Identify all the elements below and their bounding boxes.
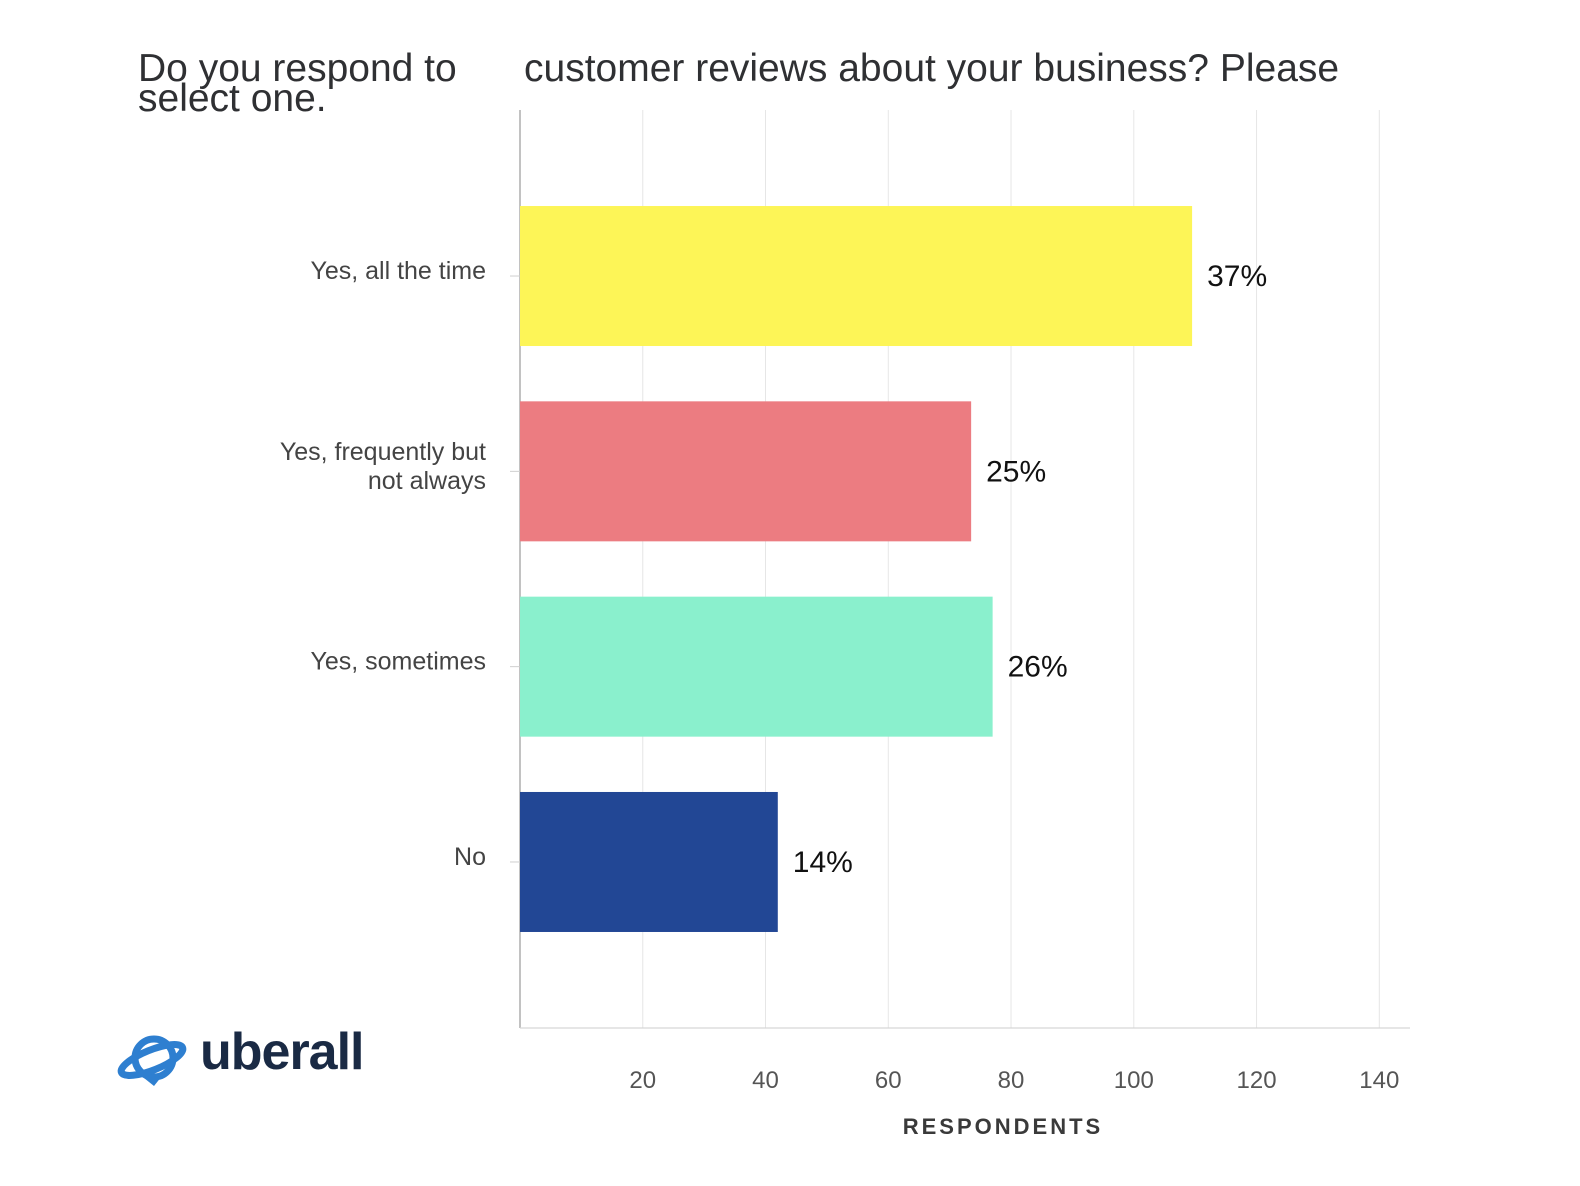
bar-0 (520, 206, 1193, 347)
bar-2 (520, 596, 993, 737)
x-tick-label-20: 20 (629, 1067, 656, 1094)
x-tick-label-40: 40 (752, 1067, 779, 1094)
category-label-3: No (454, 843, 486, 871)
data-label-0: 37% (1207, 260, 1267, 293)
x-axis-title: RESPONDENTS (903, 1114, 1103, 1139)
data-label-1: 25% (986, 455, 1046, 488)
planet-icon (117, 1035, 187, 1086)
chart-title-part-2: customer reviews about your business? Pl… (524, 47, 1340, 90)
category-label-0: Yes, all the time (310, 257, 486, 285)
x-tick-label-140: 140 (1359, 1067, 1399, 1094)
chart-title-part-3: select one. (138, 77, 327, 120)
data-label-3: 14% (793, 846, 853, 879)
logo-text: uberall (200, 1023, 364, 1081)
chart-title-part-1: Do you respond to (138, 47, 457, 90)
uberall-logo: uberall (116, 1023, 386, 1090)
category-label-1: Yes, frequently but not always (280, 438, 486, 495)
x-tick-label-80: 80 (998, 1067, 1025, 1094)
x-tick-label-120: 120 (1237, 1067, 1277, 1094)
category-label-line: Yes, frequently but (280, 438, 486, 466)
x-tick-label-100: 100 (1114, 1067, 1154, 1094)
bar-1 (520, 401, 972, 542)
category-label-line: not always (368, 467, 486, 495)
x-tick-label-60: 60 (875, 1067, 902, 1094)
bar-3 (520, 791, 778, 932)
category-label-line: Yes, all the time (310, 257, 486, 285)
category-label-line: No (454, 843, 486, 871)
data-label-2: 26% (1008, 651, 1068, 684)
category-label-line: Yes, sometimes (310, 648, 486, 676)
category-label-2: Yes, sometimes (310, 648, 486, 676)
